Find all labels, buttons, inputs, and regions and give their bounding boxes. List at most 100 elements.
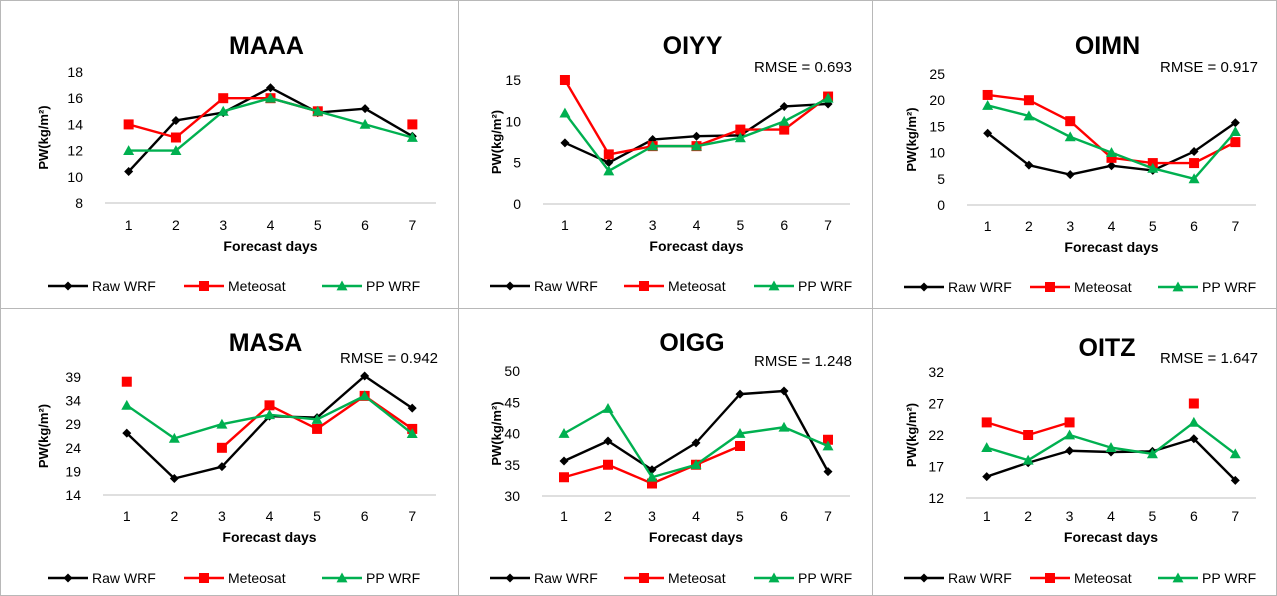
x-tick-label: 3 — [219, 217, 227, 233]
y-tick-label: 14 — [65, 487, 81, 503]
x-tick-label: 3 — [1066, 508, 1074, 524]
legend-marker — [639, 281, 649, 291]
series-line-segment — [221, 415, 271, 468]
data-point — [311, 413, 323, 424]
series-line-segment — [1151, 421, 1195, 455]
series-line-segment — [986, 132, 1030, 167]
chart-title: MASA — [229, 329, 303, 357]
data-point — [646, 471, 658, 482]
data-point — [1023, 110, 1035, 121]
x-tick-label: 6 — [361, 508, 369, 524]
data-point — [407, 403, 417, 413]
data-point — [823, 467, 833, 477]
x-tick-label: 7 — [408, 508, 416, 524]
y-tick-label: 0 — [513, 196, 521, 212]
data-point — [217, 105, 229, 116]
data-point — [559, 107, 571, 118]
series-pp-wrf — [981, 416, 1241, 465]
x-tick-label: 4 — [267, 217, 275, 233]
data-point — [691, 438, 701, 448]
y-tick-label: 45 — [504, 394, 520, 410]
data-point — [359, 118, 371, 129]
data-point — [1106, 147, 1117, 157]
data-point — [1188, 173, 1200, 184]
series-line-segment — [221, 413, 270, 426]
legend-marker — [336, 572, 348, 583]
data-point — [559, 472, 569, 483]
y-tick-label: 10 — [67, 169, 83, 185]
series-line-segment — [1028, 114, 1071, 138]
y-tick-label: 34 — [65, 393, 81, 409]
data-point — [603, 149, 614, 160]
data-point — [603, 436, 613, 446]
data-point — [123, 119, 134, 130]
data-point — [983, 128, 993, 138]
data-point — [691, 140, 702, 151]
series-line-segment — [696, 136, 741, 148]
legend: Raw WRF Meteosat PP WRF — [48, 278, 420, 294]
legend-label: PP WRF — [1202, 279, 1256, 295]
legend-marker — [768, 280, 780, 291]
legend: Raw WRF Meteosat PP WRF — [48, 570, 420, 586]
legend-label: Raw WRF — [534, 570, 598, 586]
y-tick-label: 18 — [67, 64, 83, 80]
y-tick-label: 20 — [929, 92, 945, 108]
x-tick-label: 2 — [172, 217, 180, 233]
series-line-segment — [174, 465, 223, 480]
y-tick-label: 17 — [928, 459, 944, 475]
data-point — [266, 83, 275, 93]
series-line-segment — [739, 105, 785, 137]
series-line-segment — [316, 394, 366, 430]
data-point — [982, 99, 994, 110]
series-line-segment — [564, 141, 610, 164]
series-line-segment — [563, 463, 609, 479]
series-meteosat — [982, 89, 1241, 169]
rmse-label: RMSE = 0.917 — [1160, 59, 1258, 76]
series-line-segment — [1193, 437, 1237, 482]
x-axis-label: Forecast days — [649, 529, 743, 545]
series-line-segment — [563, 439, 609, 463]
y-tick-label: 12 — [67, 143, 83, 159]
series-line-segment — [269, 413, 318, 421]
chart-title: MAAA — [229, 32, 304, 60]
data-point — [359, 390, 371, 401]
legend-marker — [1045, 282, 1055, 292]
data-point — [1189, 158, 1200, 169]
chart-panel-oiyy: OIYY RMSE = 0.693 0 5 10 15 1 2 3 4 5 6 7 Forecast da… — [458, 0, 873, 309]
series-line-segment — [126, 404, 176, 440]
series-line-segment — [695, 393, 741, 444]
series-line-segment — [175, 97, 224, 139]
series-line-segment — [1193, 141, 1236, 165]
data-point — [264, 409, 275, 420]
legend: Raw WRF Meteosat PP WRF — [904, 570, 1256, 586]
data-point — [124, 167, 134, 177]
legend-label: Raw WRF — [534, 278, 598, 294]
rmse-label: RMSE = 0.942 — [340, 350, 438, 367]
data-point — [1065, 446, 1075, 456]
data-point — [264, 400, 275, 411]
y-axis-label: PW(kg/m²) — [489, 110, 504, 174]
data-point — [312, 105, 324, 116]
x-axis-label: Forecast days — [223, 238, 317, 254]
legend-marker — [768, 572, 780, 583]
legend-label: Raw WRF — [948, 570, 1012, 586]
series-raw-wrf — [983, 118, 1240, 180]
series-line-segment — [1111, 151, 1154, 170]
chart-panel-oitz: OITZ RMSE = 1.647 12 17 22 27 32 1 2 3 4 5 6 7 Forecas… — [872, 308, 1277, 596]
series-line-segment — [1069, 164, 1112, 176]
legend-label: Raw WRF — [92, 570, 156, 586]
series-line-segment — [1027, 433, 1071, 462]
data-point — [735, 441, 745, 451]
series-line-segment — [222, 97, 271, 113]
data-point — [1064, 131, 1076, 142]
series-line-segment — [1027, 449, 1070, 464]
y-tick-label: 15 — [505, 72, 521, 88]
y-axis-label: PW(kg/m²) — [904, 403, 919, 467]
y-axis-label: PW(kg/m²) — [36, 404, 51, 468]
series-line-segment — [608, 144, 653, 156]
series-line-segment — [1193, 130, 1237, 180]
legend-label: PP WRF — [366, 570, 420, 586]
x-tick-label: 7 — [1231, 218, 1239, 234]
series-line-segment — [651, 463, 697, 479]
y-tick-label: 25 — [929, 66, 945, 82]
